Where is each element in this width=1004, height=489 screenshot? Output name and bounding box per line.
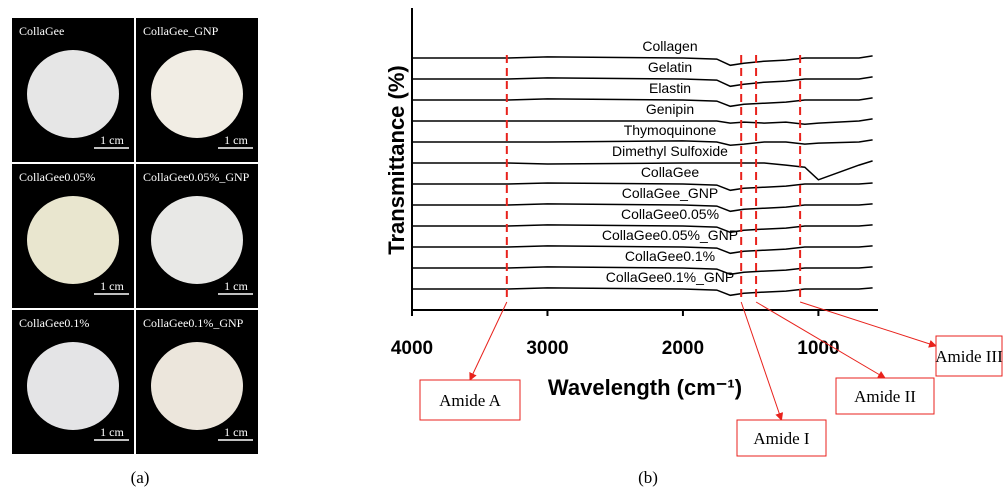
scale-label: 1 cm [100,133,124,147]
scale-label: 1 cm [224,279,248,293]
scaffold-sample [27,342,119,430]
annotation-box [736,419,827,457]
spectrum-line [412,203,873,213]
series-label: Thymoquinone [624,122,717,138]
spectrum-line [412,266,873,276]
spectrum-line [412,224,873,234]
spectrum-line [412,76,873,88]
series-label: CollaGee0.1%_GNP [606,269,734,285]
annotation-arrow [799,301,937,348]
annotation-label: Amide A [439,391,502,410]
tile-label: CollaGee0.05% [19,170,95,184]
scaffold-sample [151,50,243,138]
y-axis-label: Transmittance (%) [384,65,409,255]
series-label: Elastin [649,80,691,96]
scaffold-sample [151,342,243,430]
scale-label: 1 cm [224,133,248,147]
annotation-box [935,335,1003,377]
spectrum-line [412,287,873,297]
annotation-label: Amide I [753,429,810,448]
spectrum-line [412,139,873,146]
annotation-arrow [469,301,508,381]
x-tick-label: 4000 [391,338,433,359]
x-tick-label: 1000 [797,338,839,359]
series-label: CollaGee0.05% [621,206,719,222]
series-label: CollaGee_GNP [622,185,719,201]
annotation-box [835,377,935,415]
scaffold-sample [151,196,243,284]
scale-label: 1 cm [100,425,124,439]
spectrum-line [412,97,873,108]
series-label: CollaGee0.1% [625,248,715,264]
series-label: CollaGee0.05%_GNP [602,227,738,243]
series-label: Dimethyl Sulfoxide [612,143,728,159]
series-label: Collagen [642,38,697,54]
annotation-label: Amide III [935,347,1003,366]
series-label: Genipin [646,101,694,117]
spectrum-line [412,55,873,67]
tile-label: CollaGee_GNP [143,24,219,38]
scaffold-sample [27,50,119,138]
x-tick-label: 2000 [662,338,704,359]
spectrum-line [412,118,873,125]
caption-a: (a) [131,468,150,487]
tile-label: CollaGee [19,24,64,38]
spectrum-line [412,160,873,181]
x-tick-label: 3000 [526,338,568,359]
series-label: CollaGee [641,164,700,180]
scale-label: 1 cm [100,279,124,293]
spectrum-line [412,245,873,255]
tile-label: CollaGee0.05%_GNP [143,170,250,184]
annotation-box [419,379,521,421]
tile-label: CollaGee0.1%_GNP [143,316,244,330]
annotation-arrow [755,301,886,379]
series-label: Gelatin [648,59,692,75]
spectrum-line [412,182,873,192]
annotation-label: Amide II [854,387,916,406]
scaffold-sample [27,196,119,284]
caption-b: (b) [638,468,658,487]
x-axis-label: Wavelength (cm⁻¹) [548,375,742,400]
tile-label: CollaGee0.1% [19,316,89,330]
annotation-arrow [740,301,784,421]
scale-label: 1 cm [224,425,248,439]
